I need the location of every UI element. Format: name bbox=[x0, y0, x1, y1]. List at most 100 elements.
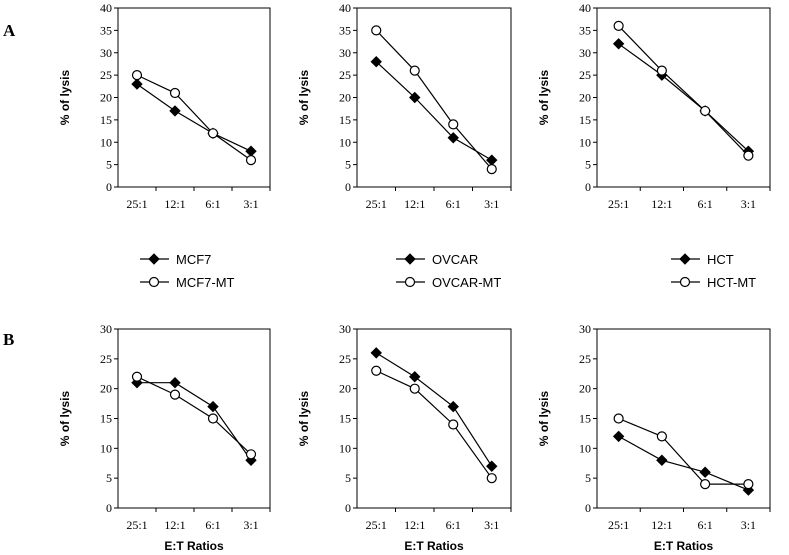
data-point bbox=[131, 70, 143, 81]
series-mcf7 bbox=[131, 78, 257, 157]
series-line bbox=[375, 61, 493, 161]
y-tick-label: 40 bbox=[579, 1, 591, 15]
y-tick-label: 30 bbox=[339, 46, 351, 60]
legend-marker bbox=[404, 276, 416, 288]
y-tick-label: 20 bbox=[579, 382, 591, 396]
y-tick-label: 15 bbox=[579, 412, 591, 426]
y-tick-label: 35 bbox=[339, 23, 351, 37]
x-tick-label: 12:1 bbox=[404, 197, 425, 211]
y-tick-label: 0 bbox=[106, 180, 112, 194]
x-tick-label: 25:1 bbox=[126, 518, 147, 532]
data-point bbox=[699, 466, 711, 478]
x-tick-label: 3:1 bbox=[243, 197, 258, 211]
y-tick-label: 0 bbox=[345, 180, 351, 194]
y-tick-label: 5 bbox=[345, 471, 351, 485]
chart-a-2: 0 5 10 15 20 25 30 35 40 25:1 12:1 6:1 3:1 % of lysis bbox=[297, 1, 512, 211]
y-tick-label: 10 bbox=[339, 135, 351, 149]
y-tick-label: 30 bbox=[100, 322, 112, 336]
x-tick-label: 25:1 bbox=[366, 518, 387, 532]
y-tick-label: 5 bbox=[106, 471, 112, 485]
y-tick-label: 25 bbox=[339, 352, 351, 366]
y-axis-label: % of lysis bbox=[297, 391, 311, 447]
legend-marker bbox=[404, 253, 416, 265]
data-point bbox=[656, 454, 668, 466]
data-point bbox=[207, 400, 219, 413]
data-point bbox=[447, 132, 459, 144]
y-tick-label: 15 bbox=[100, 412, 112, 426]
panel-label-b: B bbox=[3, 330, 14, 349]
data-point bbox=[207, 413, 219, 424]
chart-a-1: 0 5 10 15 20 25 30 35 40 25:1 12:1 6:1 3:1 % of lysis bbox=[58, 1, 271, 211]
data-point bbox=[169, 376, 181, 389]
y-tick-label: 5 bbox=[585, 471, 591, 485]
x-tick-label: 12:1 bbox=[404, 518, 425, 532]
series-mcf7 bbox=[131, 376, 257, 466]
y-tick-label: 10 bbox=[579, 441, 591, 455]
chart-b-2: 0 5 10 15 20 25 30 25:1 12:1 6:1 3:1 % of lysis E:T … bbox=[297, 322, 512, 553]
y-tick-label: 35 bbox=[100, 23, 112, 37]
data-point bbox=[409, 91, 421, 104]
y-tick-label: 10 bbox=[579, 135, 591, 149]
y-axis-label: % of lysis bbox=[537, 70, 551, 126]
x-tick-label: 6:1 bbox=[446, 518, 461, 532]
y-tick-label: 5 bbox=[106, 158, 112, 172]
legend-marker bbox=[679, 253, 691, 265]
series-line bbox=[137, 382, 252, 461]
series-mcf7-mt bbox=[131, 70, 257, 166]
series-line bbox=[375, 29, 493, 170]
y-axis-label: % of lysis bbox=[537, 391, 551, 447]
y-tick-label: 30 bbox=[339, 322, 351, 336]
y-tick-label: 15 bbox=[339, 113, 351, 127]
data-point bbox=[371, 365, 382, 376]
x-tick-label: 12:1 bbox=[651, 518, 672, 532]
y-tick-label: 10 bbox=[339, 441, 351, 455]
y-tick-label: 25 bbox=[579, 352, 591, 366]
x-tick-label: 6:1 bbox=[205, 197, 220, 211]
x-tick-label: 25:1 bbox=[608, 518, 629, 532]
data-point bbox=[743, 150, 754, 161]
chart-b-3: 0 5 10 15 20 25 30 25:1 12:1 6:1 3:1 % of lysis E:T … bbox=[537, 322, 771, 553]
data-point bbox=[409, 65, 420, 76]
plot-frame bbox=[596, 7, 771, 188]
y-tick-label: 0 bbox=[585, 501, 591, 515]
data-point bbox=[613, 20, 624, 31]
legend-label: MCF7 bbox=[176, 252, 211, 267]
data-point bbox=[371, 25, 382, 36]
data-point bbox=[486, 154, 498, 166]
x-tick-label: 12:1 bbox=[164, 518, 185, 532]
y-tick-label: 15 bbox=[100, 113, 112, 127]
y-tick-label: 0 bbox=[106, 501, 112, 515]
y-axis-label: % of lysis bbox=[58, 70, 72, 126]
series-line bbox=[136, 74, 252, 161]
data-point bbox=[447, 400, 459, 413]
series-line bbox=[618, 43, 749, 152]
data-point bbox=[409, 383, 420, 394]
y-tick-label: 20 bbox=[339, 91, 351, 105]
data-point bbox=[370, 55, 382, 68]
data-point bbox=[169, 105, 181, 117]
data-point bbox=[370, 347, 382, 359]
series-hct-mt bbox=[613, 413, 754, 490]
y-tick-label: 25 bbox=[100, 68, 112, 82]
y-tick-label: 20 bbox=[339, 382, 351, 396]
y-tick-label: 10 bbox=[100, 441, 112, 455]
data-point bbox=[448, 419, 459, 430]
y-tick-label: 20 bbox=[100, 91, 112, 105]
x-tick-label: 6:1 bbox=[697, 197, 712, 211]
x-tick-label: 3:1 bbox=[741, 518, 756, 532]
series-line bbox=[618, 25, 749, 157]
legend-label: OVCAR bbox=[432, 252, 478, 267]
x-tick-label: 6:1 bbox=[205, 518, 220, 532]
y-tick-label: 20 bbox=[100, 382, 112, 396]
series-ovcar bbox=[370, 347, 498, 472]
panel-label-a: A bbox=[3, 21, 16, 40]
y-axis-label: % of lysis bbox=[58, 391, 72, 447]
x-axis-label: E:T Ratios bbox=[404, 539, 464, 553]
x-tick-label: 12:1 bbox=[651, 197, 672, 211]
legend-marker bbox=[148, 253, 160, 265]
y-tick-label: 10 bbox=[100, 135, 112, 149]
data-point bbox=[612, 430, 625, 443]
data-point bbox=[656, 431, 667, 442]
data-point bbox=[207, 128, 219, 139]
